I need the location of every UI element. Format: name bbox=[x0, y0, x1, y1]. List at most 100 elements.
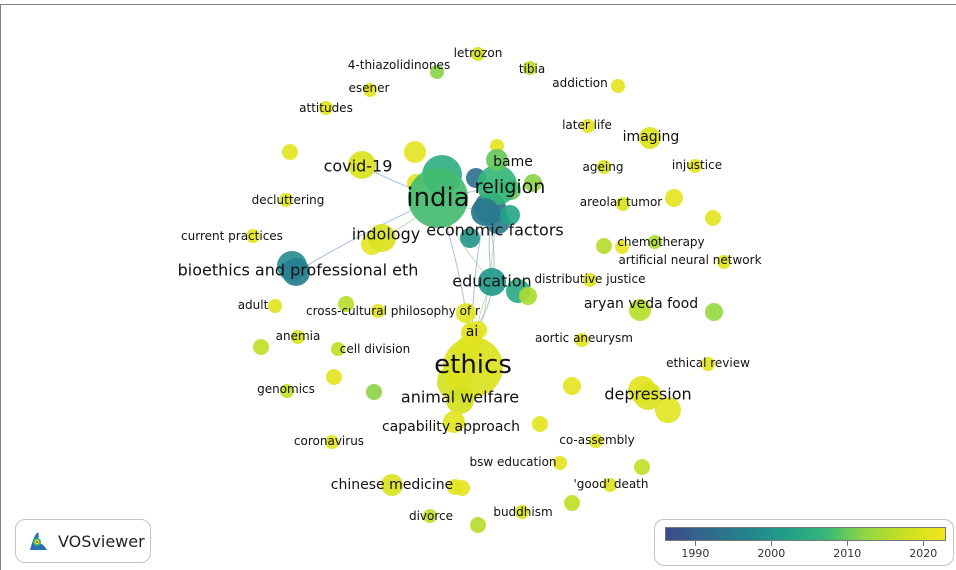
network-node-addiction[interactable] bbox=[611, 79, 625, 93]
network-node-imaging[interactable] bbox=[639, 127, 661, 149]
network-node-unlabeled[interactable] bbox=[524, 174, 542, 192]
network-node-unlabeled[interactable] bbox=[366, 384, 382, 400]
network-node-ethical-review[interactable] bbox=[701, 357, 715, 371]
network-node-4-thiazolidinones[interactable] bbox=[430, 65, 444, 79]
node-label-areolar-tumor: areolar tumor bbox=[580, 195, 663, 209]
network-node-genomics[interactable] bbox=[280, 384, 294, 398]
node-label-chemotherapy: chemotherapy bbox=[617, 235, 704, 249]
network-node-unlabeled[interactable] bbox=[665, 189, 683, 207]
node-label-4-thiazolidinones: 4-thiazolidinones bbox=[348, 58, 450, 72]
network-node-divorce[interactable] bbox=[423, 509, 437, 523]
network-node-unlabeled[interactable] bbox=[404, 141, 426, 163]
node-label-india: india bbox=[406, 183, 469, 213]
node-label-cell-division: cell division bbox=[340, 342, 410, 356]
network-node-unlabeled[interactable] bbox=[490, 139, 504, 153]
network-node-tibia[interactable] bbox=[523, 61, 537, 75]
legend-color-bar bbox=[665, 527, 946, 541]
network-node-chinese-medicine[interactable] bbox=[381, 474, 403, 496]
network-node-bame[interactable] bbox=[486, 149, 508, 171]
network-node-bsw-education[interactable] bbox=[553, 456, 567, 470]
network-node-depression[interactable] bbox=[634, 382, 662, 410]
network-node-unlabeled[interactable] bbox=[500, 205, 520, 225]
node-label-aortic-aneurysm: aortic aneurysm bbox=[535, 331, 633, 345]
node-label-education: education bbox=[452, 272, 531, 291]
network-node-education[interactable] bbox=[478, 268, 506, 296]
network-node-distributive-justice[interactable] bbox=[583, 273, 597, 287]
network-node-unlabeled[interactable] bbox=[460, 228, 480, 248]
network-node-unlabeled[interactable] bbox=[563, 377, 581, 395]
node-label-buddhism: buddhism bbox=[493, 505, 552, 519]
legend-tick bbox=[847, 541, 849, 546]
network-node-unlabeled[interactable] bbox=[338, 296, 354, 312]
network-node-cell-division[interactable] bbox=[331, 342, 345, 356]
node-label-genomics: genomics bbox=[257, 382, 315, 396]
legend-tick bbox=[695, 541, 697, 546]
network-node-unlabeled[interactable] bbox=[519, 287, 537, 305]
network-node-ai[interactable] bbox=[461, 322, 483, 344]
node-label-anemia: anemia bbox=[276, 329, 321, 343]
network-node-unlabeled[interactable] bbox=[532, 416, 548, 432]
legend-tick-label: 2000 bbox=[757, 547, 786, 560]
network-node-adult[interactable] bbox=[268, 299, 282, 313]
network-node-areolar-tumor[interactable] bbox=[616, 197, 630, 211]
network-node-unlabeled[interactable] bbox=[456, 303, 476, 323]
node-label-imaging: imaging bbox=[623, 129, 680, 145]
network-node-unlabeled[interactable] bbox=[615, 240, 629, 254]
network-node-unlabeled[interactable] bbox=[326, 369, 342, 385]
network-node-co-assembly[interactable] bbox=[589, 434, 603, 448]
network-node-coronavirus[interactable] bbox=[325, 435, 339, 449]
network-node-religion[interactable] bbox=[477, 165, 517, 205]
network-node-india[interactable] bbox=[408, 168, 468, 228]
network-node-animal-welfare[interactable] bbox=[446, 386, 474, 414]
network-node-later-life[interactable] bbox=[581, 119, 595, 133]
network-node-unlabeled[interactable] bbox=[470, 517, 486, 533]
network-node-current-practices[interactable] bbox=[246, 229, 260, 243]
node-label-economic-factors: economic factors bbox=[426, 221, 563, 240]
vosviewer-logo-box: VOSviewer bbox=[15, 519, 151, 563]
vosviewer-logo-icon bbox=[30, 532, 47, 550]
network-node-unlabeled[interactable] bbox=[705, 210, 721, 226]
network-node-bioethics-and-professional-eth[interactable] bbox=[282, 258, 310, 286]
network-node-capability-approach[interactable] bbox=[443, 411, 465, 433]
network-node-covid-19[interactable] bbox=[348, 151, 376, 179]
network-node-unlabeled[interactable] bbox=[282, 144, 298, 160]
node-label-letrozon: letrozon bbox=[454, 46, 503, 60]
network-node-esener[interactable] bbox=[363, 83, 377, 97]
network-node-buddhism[interactable] bbox=[515, 505, 529, 519]
network-node-ageing[interactable] bbox=[597, 160, 611, 174]
network-node-chemotherapy[interactable] bbox=[648, 235, 662, 249]
node-label-chinese-medicine: chinese medicine bbox=[331, 477, 453, 493]
network-node-decluttering[interactable] bbox=[279, 193, 293, 207]
network-node-unlabeled[interactable] bbox=[655, 397, 681, 423]
network-node-injustice[interactable] bbox=[688, 159, 702, 173]
network-node-unlabeled[interactable] bbox=[447, 479, 463, 495]
network-node-ethics[interactable] bbox=[443, 337, 503, 397]
network-node-unlabeled[interactable] bbox=[564, 495, 580, 511]
network-node-cross-cultural-philosophy-of-r[interactable] bbox=[371, 304, 385, 318]
network-node-unlabeled[interactable] bbox=[705, 303, 723, 321]
vosviewer-logo-text: VOSviewer bbox=[58, 531, 145, 551]
network-node-indology[interactable] bbox=[368, 224, 396, 252]
network-node-unlabeled[interactable] bbox=[596, 238, 612, 254]
node-label-co-assembly: co-assembly bbox=[559, 433, 634, 447]
network-node-attitudes[interactable] bbox=[319, 101, 333, 115]
network-node-artificial-neural-network[interactable] bbox=[717, 255, 731, 269]
legend-tick bbox=[923, 541, 925, 546]
network-node-aortic-aneurysm[interactable] bbox=[575, 333, 589, 347]
network-node-unlabeled[interactable] bbox=[634, 459, 650, 475]
network-node-unlabeled[interactable] bbox=[253, 339, 269, 355]
node-label-adult: adult bbox=[238, 298, 269, 312]
node-label-coronavirus: coronavirus bbox=[294, 434, 364, 448]
node-label-distributive-justice: distributive justice bbox=[535, 272, 646, 286]
network-node-anemia[interactable] bbox=[291, 330, 305, 344]
legend-tick bbox=[771, 541, 773, 546]
node-labels: india religion bame economic factors educati… bbox=[178, 46, 762, 523]
network-node-letrozon[interactable] bbox=[471, 47, 485, 61]
network-node-good-death[interactable] bbox=[603, 478, 617, 492]
network-node-economic-factors[interactable] bbox=[471, 198, 499, 226]
network-node-aryan-veda-food[interactable] bbox=[629, 299, 651, 321]
node-label-bioethics-and-professional-eth: bioethics and professional eth bbox=[178, 261, 419, 280]
node-label-ethical-review: ethical review bbox=[666, 356, 750, 370]
